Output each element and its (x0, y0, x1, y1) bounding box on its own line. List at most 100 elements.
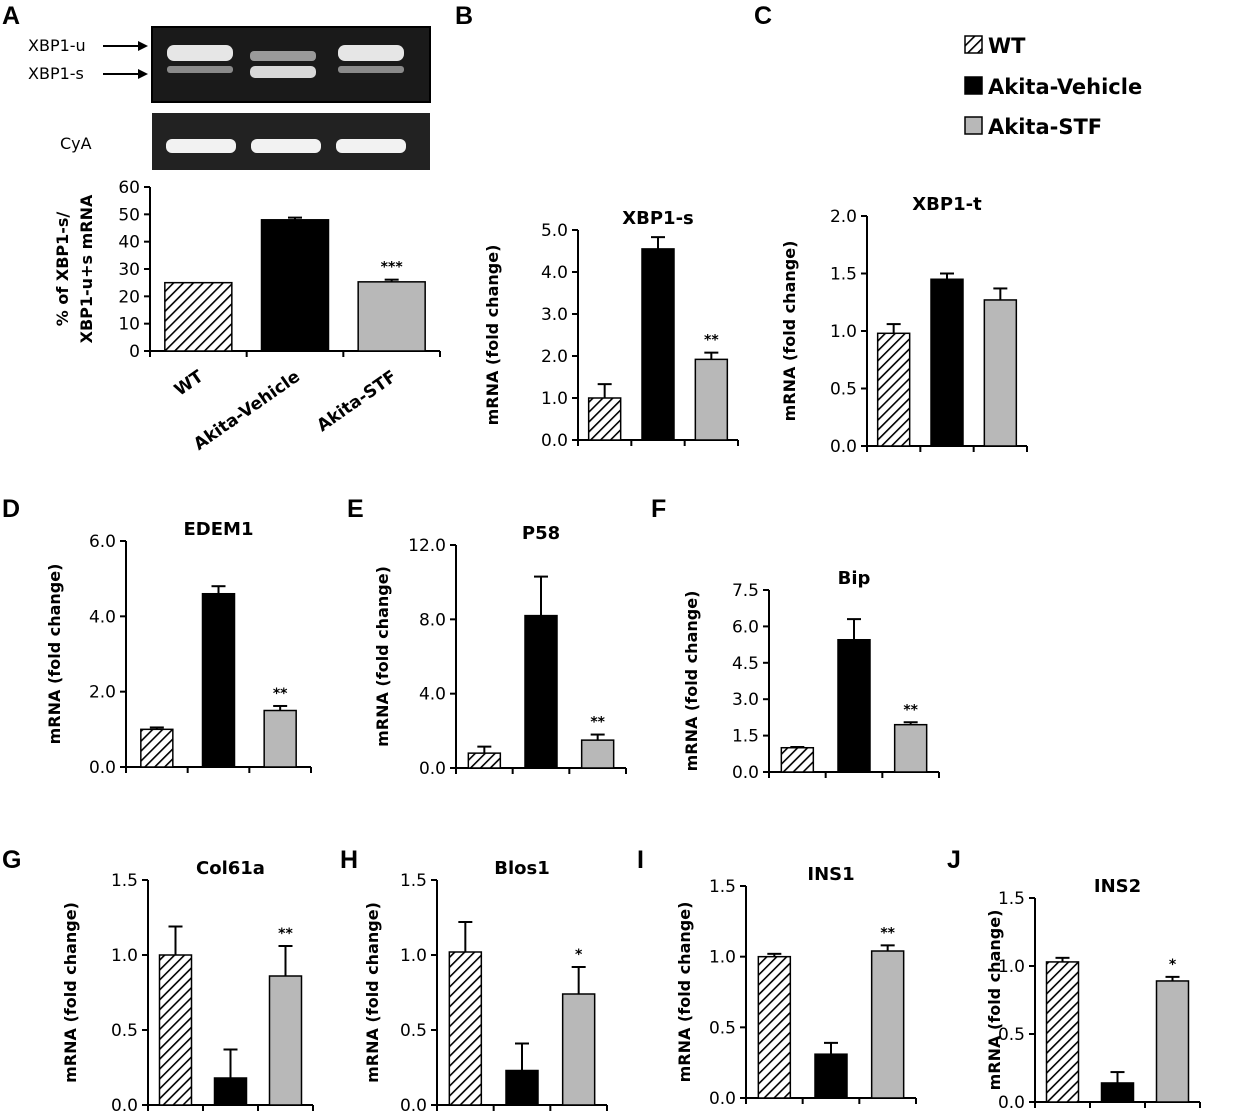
bar-akita-stf-e (580, 739, 615, 769)
significance-akita-stf-h: * (575, 947, 583, 963)
significance-akita-stf-f: ** (903, 702, 918, 718)
panel-letter-h: H (340, 846, 358, 874)
significance-akita-stf-g: ** (278, 926, 293, 942)
y-axis-label-g: mRNA (fold change) (61, 902, 80, 1083)
panel-letter-c: C (754, 2, 772, 30)
bar-akita-stf-f (893, 723, 928, 773)
chart-c: 0.0 0.5 1.0 1.5 2.0 XBP1-t mRNA (fold change) (780, 194, 1028, 457)
bar-akita-stf-j (1155, 980, 1190, 1103)
y-tick-label-a: 10 (118, 315, 140, 335)
x-category-label-wt-a: WT (171, 366, 208, 400)
y-axis-label-f: mRNA (fold change) (682, 591, 701, 772)
y-tick-label-h: 0.0 (400, 1096, 427, 1116)
bar-akita-stf-h (561, 993, 596, 1106)
bar-akita-vehicle-c (930, 278, 964, 447)
y-tick-label-c: 0.5 (830, 380, 857, 400)
y-tick-label-i: 1.0 (709, 948, 736, 968)
y-tick-label-b: 1.0 (541, 389, 568, 409)
xbp1-gel (151, 26, 431, 103)
y-tick-label-b: 2.0 (541, 347, 568, 367)
y-tick-label-a: 60 (118, 178, 140, 198)
y-tick-label-a: 30 (118, 260, 140, 280)
y-tick-label-c: 0.0 (830, 437, 857, 457)
xbp1s-arrow (103, 69, 148, 79)
y-tick-label-a: 0 (129, 342, 140, 362)
bar-akita-stf-b (694, 358, 729, 441)
legend-swatch-akita-vehicle (964, 76, 983, 95)
chart-e: 0.0 4.0 8.0 12.0 ** P58 mRNA (fold change) (373, 523, 627, 779)
panel-letter-g: G (2, 846, 21, 874)
panel-letter-d: D (2, 495, 20, 523)
gel-label-xbp1u: XBP1-u (28, 36, 86, 55)
y-axis-label-a: XBP1-u+s mRNA (77, 194, 96, 343)
bar-wt-i (757, 955, 792, 1099)
legend-swatch-wt (964, 35, 983, 54)
significance-akita-stf-b: ** (704, 333, 719, 349)
gel-label-xbp1s: XBP1-s (28, 64, 84, 83)
significance-akita-stf-j: * (1169, 957, 1177, 973)
y-axis-label-d: mRNA (fold change) (45, 564, 64, 745)
panel-letter-f: F (651, 495, 666, 523)
legend-label-wt: WT (988, 34, 1026, 58)
y-tick-label-f: 3.0 (732, 690, 759, 710)
bar-wt-h (448, 951, 483, 1106)
panel-letter-a: A (2, 2, 20, 30)
chart-g: 0.0 0.5 1.0 1.5 ** Col61a mRNA (fold change) (61, 858, 314, 1116)
y-axis-label-e: mRNA (fold change) (373, 566, 392, 747)
bar-akita-vehicle-a (260, 219, 330, 352)
bar-wt-b (587, 397, 622, 441)
y-tick-label-h: 1.5 (400, 871, 427, 891)
cya-gel (152, 113, 430, 170)
bar-akita-vehicle-g (213, 1077, 248, 1106)
legend-label-akita-vehicle: Akita-Vehicle (988, 75, 1142, 99)
y-axis-label-h: mRNA (fold change) (363, 902, 382, 1083)
significance-akita-stf-i: ** (880, 925, 895, 941)
y-tick-label-e: 8.0 (419, 610, 446, 630)
y-tick-label-j: 1.0 (998, 957, 1025, 977)
y-tick-label-a: 50 (118, 205, 140, 225)
y-tick-label-c: 2.0 (830, 207, 857, 227)
y-tick-label-h: 0.5 (400, 1021, 427, 1041)
y-tick-label-j: 0.0 (998, 1093, 1025, 1113)
gel-image: XBP1-u XBP1-s CyA (28, 26, 431, 170)
chart-title-i: INS1 (807, 864, 854, 885)
bar-akita-vehicle-e (524, 614, 558, 769)
chart-title-g: Col61a (196, 858, 265, 879)
y-tick-label-g: 0.5 (111, 1021, 138, 1041)
bar-akita-vehicle-b (641, 248, 675, 441)
y-axis-label-j: mRNA (fold change) (985, 910, 1004, 1091)
y-tick-label-d: 2.0 (89, 683, 116, 703)
y-tick-label-g: 1.5 (111, 871, 138, 891)
bar-wt-j (1045, 961, 1080, 1103)
y-tick-label-g: 1.0 (111, 946, 138, 966)
chart-h: 0.0 0.5 1.0 1.5 * Blos1 mRNA (fold change) (363, 858, 608, 1116)
chart-title-d: EDEM1 (184, 519, 254, 540)
y-tick-label-d: 0.0 (89, 758, 116, 778)
bar-wt-a (164, 281, 233, 352)
bar-akita-stf-i (870, 950, 905, 1099)
y-tick-label-b: 4.0 (541, 263, 568, 283)
y-tick-label-f: 1.5 (732, 727, 759, 747)
bar-akita-stf-a (357, 281, 426, 352)
legend-label-akita-stf: Akita-STF (988, 115, 1102, 139)
xbp1u-arrow (103, 41, 148, 51)
bar-akita-vehicle-f (837, 638, 871, 773)
chart-i: 0.0 0.5 1.0 1.5 ** INS1 mRNA (fold change) (675, 864, 917, 1109)
y-tick-label-b: 3.0 (541, 305, 568, 325)
chart-title-e: P58 (522, 523, 560, 544)
bar-wt-d (140, 728, 174, 768)
bar-akita-vehicle-j (1100, 1082, 1135, 1103)
bar-akita-stf-g (268, 975, 303, 1106)
y-tick-label-j: 0.5 (998, 1025, 1025, 1045)
y-tick-label-i: 0.5 (709, 1018, 736, 1038)
y-tick-label-f: 6.0 (732, 617, 759, 637)
panel-letter-e: E (347, 495, 364, 523)
legend-swatch-akita-stf (964, 116, 983, 135)
y-tick-label-c: 1.0 (830, 322, 857, 342)
y-tick-label-d: 4.0 (89, 607, 116, 627)
bar-akita-vehicle-h (505, 1069, 539, 1106)
significance-akita-stf-a: *** (381, 260, 404, 276)
y-tick-label-b: 5.0 (541, 221, 568, 241)
bar-akita-stf-c (983, 299, 1018, 447)
